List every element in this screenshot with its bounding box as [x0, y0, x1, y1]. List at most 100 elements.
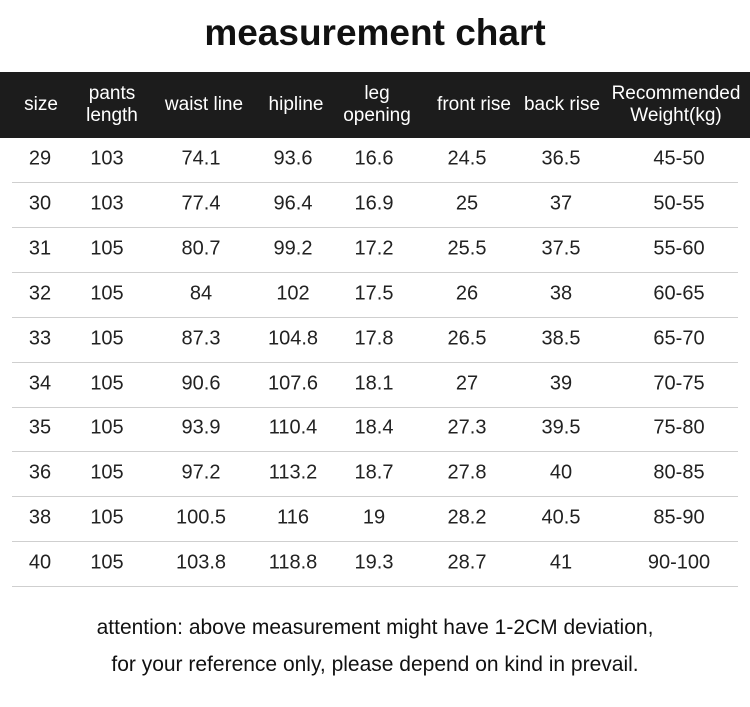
cell: 38 — [28, 506, 52, 529]
cell: 18.1 — [354, 372, 394, 394]
row-divider — [12, 317, 738, 318]
cell: 102 — [276, 282, 310, 305]
cell: 107.6 — [267, 372, 319, 394]
cell: 93.6 — [273, 147, 313, 170]
cell: 105 — [90, 237, 124, 260]
cell: 33 — [28, 327, 52, 350]
cell: 45-50 — [653, 147, 705, 170]
header-cell: pants — [88, 83, 136, 104]
header-cell: Weight(kg) — [630, 105, 722, 126]
cell: 65-70 — [653, 327, 705, 350]
row-divider — [12, 182, 738, 183]
cell: 32 — [28, 282, 52, 305]
cell: 105 — [90, 461, 124, 484]
cell: 26.5 — [447, 327, 487, 350]
cell: 28.7 — [447, 551, 487, 574]
cell: 113.2 — [268, 461, 318, 484]
cell: 38 — [549, 282, 573, 305]
cell: 55-60 — [653, 237, 705, 260]
cell: 105 — [90, 327, 124, 350]
cell: 103 — [90, 147, 124, 170]
cell: 105 — [90, 506, 124, 529]
cell: 116 — [277, 506, 309, 529]
header-cell: front rise — [437, 94, 511, 115]
cell: 25 — [455, 192, 479, 215]
header-cell: back rise — [523, 94, 601, 115]
cell: 39 — [549, 372, 573, 394]
cell: 75-80 — [653, 416, 705, 439]
cell: 103 — [90, 192, 124, 215]
row-divider — [12, 407, 738, 408]
cell: 90.6 — [181, 372, 221, 394]
cell: 96.4 — [273, 192, 313, 215]
row-divider — [12, 586, 738, 587]
cell: 18.4 — [354, 416, 394, 439]
header-cell: leg — [364, 83, 390, 104]
cell: 40 — [28, 551, 52, 574]
row-divider — [12, 362, 738, 363]
cell: 35 — [28, 416, 52, 439]
cell: 85-90 — [653, 506, 705, 529]
header-cell: length — [86, 105, 138, 126]
cell: 26 — [455, 282, 479, 305]
row-divider — [12, 541, 738, 542]
cell: 17.2 — [354, 237, 394, 260]
cell: 105 — [90, 551, 124, 574]
cell: 87.3 — [181, 327, 221, 350]
cell: 84 — [189, 282, 213, 305]
header-bar — [0, 72, 750, 138]
cell: 93.9 — [181, 416, 221, 439]
cell: 38.5 — [541, 327, 581, 350]
cell: 40.5 — [541, 506, 581, 529]
cell: 29 — [28, 147, 52, 170]
cell: 19.3 — [354, 551, 394, 574]
cell: 16.9 — [354, 192, 394, 215]
title: measurement chart — [204, 12, 546, 53]
cell: 37 — [549, 192, 573, 215]
cell: 39.5 — [541, 416, 581, 439]
cell: 17.5 — [354, 282, 394, 305]
cell: 110.4 — [268, 416, 318, 439]
cell: 40 — [549, 461, 573, 484]
cell: 34 — [28, 372, 52, 394]
cell: 50-55 — [653, 192, 705, 215]
cell: 31 — [28, 237, 52, 260]
cell: 90-100 — [647, 551, 711, 574]
note: attention: above measurement might have … — [96, 616, 654, 639]
row-divider — [12, 451, 738, 452]
cell: 18.7 — [354, 461, 394, 484]
cell: 118.8 — [268, 551, 318, 574]
cell: 104.8 — [267, 327, 319, 350]
cell: 70-75 — [653, 372, 705, 394]
cell: 25.5 — [447, 237, 487, 260]
cell: 60-65 — [653, 282, 705, 305]
cell: 17.8 — [354, 327, 394, 350]
cell: 103.8 — [175, 551, 227, 574]
cell: 105 — [90, 372, 124, 394]
header-cell: hipline — [268, 94, 324, 115]
cell: 37.5 — [541, 237, 581, 260]
header-cell: waist line — [164, 94, 244, 115]
row-divider — [12, 227, 738, 228]
header-cell: size — [24, 94, 58, 115]
cell: 105 — [90, 282, 124, 305]
cell: 36.5 — [541, 147, 581, 170]
note: for your reference only, please depend o… — [111, 653, 639, 676]
cell: 30 — [28, 192, 52, 215]
header-cell: Recommended — [611, 83, 741, 104]
cell: 74.1 — [181, 147, 221, 170]
cell: 27 — [455, 372, 479, 394]
cell: 97.2 — [181, 461, 221, 484]
cell: 105 — [90, 416, 124, 439]
cell: 16.6 — [354, 147, 394, 170]
cell: 36 — [28, 461, 52, 484]
cell: 24.5 — [447, 147, 487, 170]
header-cell: opening — [343, 105, 411, 126]
cell: 27.8 — [447, 461, 487, 484]
cell: 28.2 — [447, 506, 487, 529]
cell: 27.3 — [447, 416, 487, 439]
cell: 80.7 — [181, 237, 221, 260]
row-divider — [12, 496, 738, 497]
cell: 41 — [549, 551, 573, 574]
